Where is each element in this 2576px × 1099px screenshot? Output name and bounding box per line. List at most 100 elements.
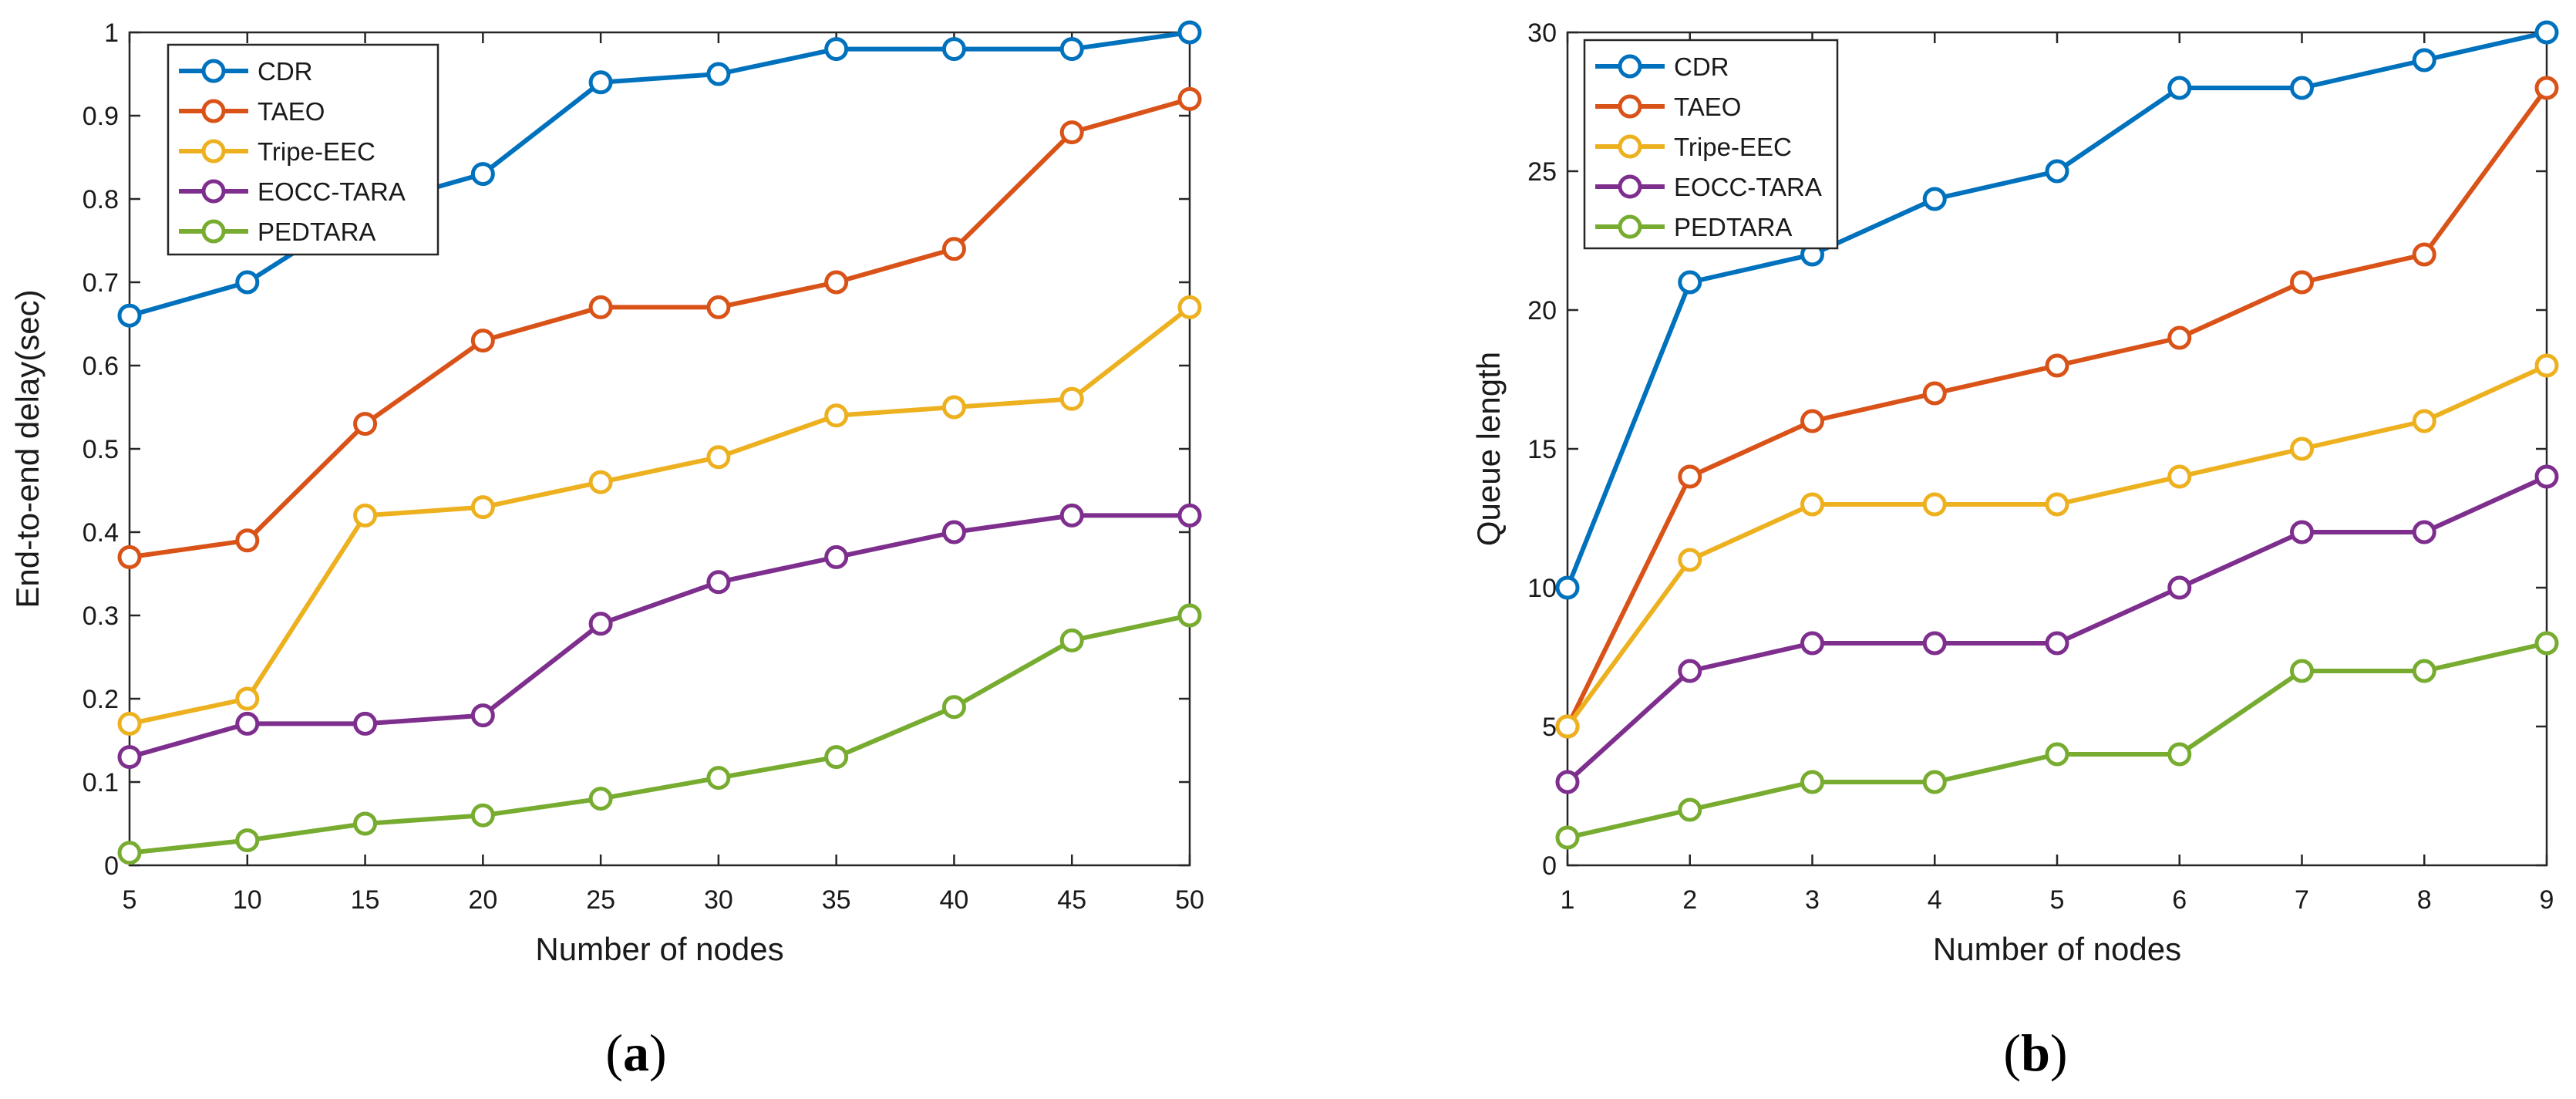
data-point-taeo (824, 270, 849, 295)
data-point-eocc-tara (353, 711, 378, 736)
data-point-taeo (1059, 120, 1084, 145)
data-point-tripe-eec (1678, 548, 1702, 572)
data-point-taeo (2167, 325, 2192, 350)
y-tick-label: 0.3 (82, 602, 119, 631)
data-point-cdr (941, 37, 966, 62)
legend-entry-label: Tripe-EEC (258, 137, 375, 166)
data-point-taeo (470, 329, 495, 353)
legend-entry-label: PEDTARA (258, 217, 375, 246)
legend-entry-label: TAEO (258, 97, 325, 126)
data-point-pedtara (1177, 603, 1202, 628)
data-point-eocc-tara (1800, 631, 1824, 656)
data-point-pedtara (588, 787, 613, 811)
data-point-taeo (1922, 381, 1947, 406)
y-tick-label: 0.9 (82, 102, 119, 131)
caption-open-paren: ( (2003, 1023, 2021, 1082)
y-tick-label: 0 (104, 851, 119, 881)
data-point-taeo (1678, 464, 1702, 489)
data-point-cdr (117, 303, 142, 328)
data-point-tripe-eec (2534, 353, 2559, 378)
legend-swatch-marker (1618, 174, 1642, 199)
data-point-taeo (941, 237, 966, 261)
data-point-pedtara (1059, 628, 1084, 652)
data-point-cdr (1922, 187, 1947, 211)
data-point-cdr (1177, 20, 1202, 45)
data-point-cdr (2534, 20, 2559, 45)
data-point-pedtara (353, 811, 378, 836)
x-tick-label: 10 (233, 885, 262, 915)
y-tick-label: 10 (1527, 574, 1557, 603)
chart-panel-a: 00.10.20.30.40.50.60.70.80.915 10 15 20 25 30… (9, 19, 1204, 1082)
series-line-eocc-tara (129, 513, 1190, 760)
data-point-eocc-tara (588, 612, 613, 636)
data-point-tripe-eec (588, 470, 613, 494)
data-point-eocc-tara (235, 711, 260, 736)
data-point-tripe-eec (1922, 492, 1947, 517)
data-point-cdr (588, 70, 613, 95)
data-point-pedtara (1678, 797, 1702, 822)
caption-letter: b (2021, 1023, 2050, 1082)
legend-entry-label: PEDTARA (1674, 213, 1792, 241)
data-point-tripe-eec (824, 403, 849, 428)
data-point-taeo (2534, 76, 2559, 100)
legend-swatch-marker (201, 99, 226, 123)
caption-close-paren: ) (649, 1023, 667, 1082)
x-tick-label: 9 (2540, 885, 2554, 915)
data-point-pedtara (941, 695, 966, 720)
data-point-eocc-tara (2290, 520, 2314, 544)
data-point-cdr (2412, 48, 2436, 72)
data-point-cdr (1555, 575, 1580, 600)
data-point-tripe-eec (235, 686, 260, 711)
x-tick-label: 7 (2295, 885, 2309, 915)
data-point-eocc-tara (2045, 631, 2069, 656)
x-tick-label: 3 (1805, 885, 1820, 915)
x-axis-label: Number of nodes (535, 931, 783, 967)
data-point-eocc-tara (1922, 631, 1947, 656)
x-tick-label: 5 (123, 885, 137, 915)
data-point-tripe-eec (1059, 386, 1084, 411)
data-point-pedtara (1800, 770, 1824, 794)
y-tick-label: 0.5 (82, 435, 119, 464)
x-tick-label: 40 (940, 885, 969, 915)
data-point-tripe-eec (2167, 464, 2192, 489)
x-tick-label: 20 (468, 885, 497, 915)
series-line-taeo (129, 96, 1190, 560)
data-point-eocc-tara (470, 703, 495, 728)
data-point-cdr (824, 37, 849, 62)
data-point-cdr (706, 62, 731, 86)
data-point-taeo (2290, 270, 2314, 295)
data-point-taeo (353, 412, 378, 437)
x-tick-label: 35 (822, 885, 851, 915)
data-point-pedtara (2290, 659, 2314, 683)
y-tick-label: 0.1 (82, 768, 119, 797)
data-point-tripe-eec (2290, 437, 2314, 461)
legend-swatch-marker (201, 219, 226, 244)
legend-swatch-marker (201, 179, 226, 204)
chart-panel-b: 0 5 10 15 20 25 30 1 2 3 4 5 6 7 8 9 Number of nodes Queu… (1470, 19, 2559, 1082)
data-point-pedtara (2045, 742, 2069, 767)
legend-swatch-marker (1618, 134, 1642, 159)
x-tick-label: 6 (2172, 885, 2187, 915)
data-point-tripe-eec (1800, 492, 1824, 517)
data-point-cdr (470, 162, 495, 187)
data-point-taeo (2045, 353, 2069, 378)
data-point-taeo (1800, 409, 1824, 433)
data-point-pedtara (470, 803, 495, 828)
data-point-cdr (235, 270, 260, 295)
data-point-tripe-eec (941, 395, 966, 420)
data-point-taeo (706, 295, 731, 319)
y-tick-label: 0 (1542, 851, 1557, 881)
y-tick-label: 0.8 (82, 185, 119, 214)
legend-entry-label: EOCC-TARA (258, 177, 406, 206)
legend-swatch-marker (1618, 54, 1642, 79)
data-point-eocc-tara (824, 544, 849, 569)
caption-close-paren: ) (2050, 1023, 2068, 1082)
legend-swatch-marker (201, 139, 226, 164)
y-axis-label: End-to-end delay(sec) (9, 289, 45, 608)
data-point-pedtara (2167, 742, 2192, 767)
legend-entry-label: CDR (258, 57, 313, 86)
data-point-eocc-tara (2167, 575, 2192, 600)
data-point-eocc-tara (1059, 503, 1084, 528)
y-tick-label: 0.7 (82, 268, 119, 298)
